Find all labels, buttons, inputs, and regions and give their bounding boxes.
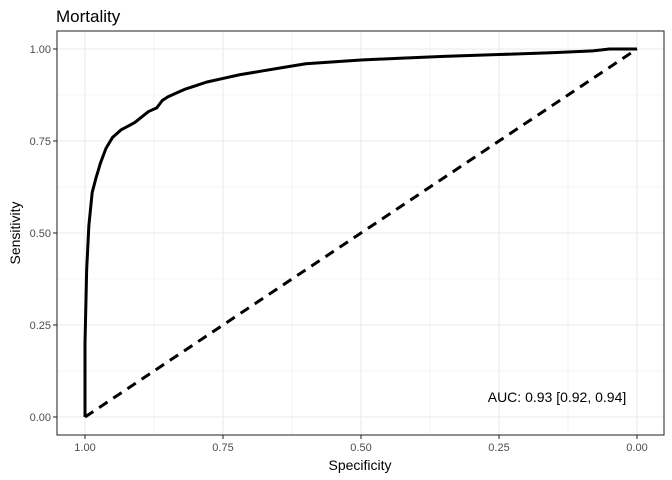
x-tick-label: 0.25 [488, 442, 509, 454]
auc-annotation: AUC: 0.93 [0.92, 0.94] [488, 389, 627, 405]
axis-ticks: 1.00 0.75 0.50 0.25 0.00 0.00 0.25 0.50 0.75 1.00 [30, 44, 648, 454]
y-tick-label: 1.00 [30, 44, 51, 56]
x-tick-label: 0.50 [350, 442, 371, 454]
x-axis-title: Specificity [328, 457, 391, 473]
chart-title: Mortality [56, 7, 121, 26]
y-tick-label: 0.75 [30, 136, 51, 148]
y-tick-label: 0.25 [30, 320, 51, 332]
roc-curve-line [83, 47, 637, 417]
series-lines [83, 47, 638, 419]
y-axis-title: Sensitivity [7, 201, 23, 264]
y-tick-label: 0.00 [30, 412, 51, 424]
reference-diagonal-line [84, 47, 638, 419]
x-tick-label: 0.00 [626, 442, 647, 454]
x-tick-label: 0.75 [212, 442, 233, 454]
x-tick-label: 1.00 [74, 442, 95, 454]
y-tick-label: 0.50 [30, 228, 51, 240]
